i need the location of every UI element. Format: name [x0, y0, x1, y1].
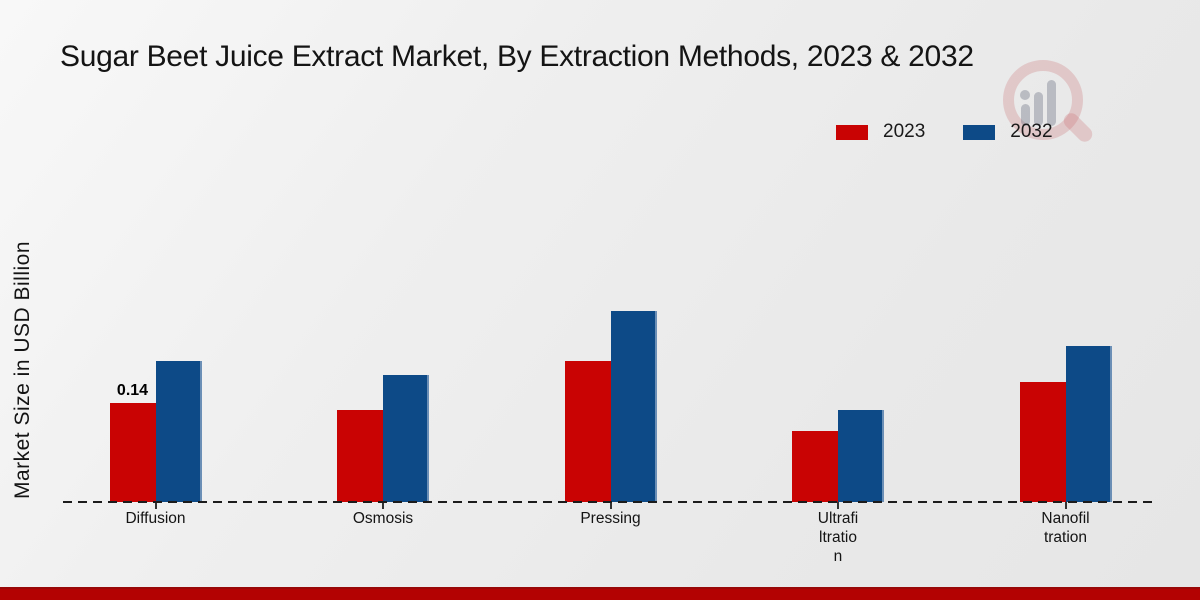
legend-item-2032: 2032 [963, 121, 1053, 143]
watermark-dot-icon [1020, 90, 1030, 100]
legend-swatch-2032 [963, 124, 996, 140]
legend-label-2032: 2032 [1010, 121, 1053, 142]
category-label-ultrafiltration: Ultrafi ltratio n [817, 510, 859, 565]
bar-2032-nanofiltration [1065, 346, 1112, 502]
watermark-bar-icon [1047, 80, 1056, 126]
legend: 2023 2032 [836, 121, 1053, 143]
bar-2032-diffusion [155, 361, 202, 502]
category-label-pressing: Pressing [580, 510, 641, 527]
bar-value-label: 0.14 [116, 382, 149, 399]
bar-2032-ultrafiltration [838, 410, 884, 502]
legend-item-2023: 2023 [836, 121, 925, 143]
x-axis-tick [609, 502, 612, 509]
bar-2032-pressing [610, 311, 657, 502]
chart-title: Sugar Beet Juice Extract Market, By Extr… [60, 40, 974, 73]
x-axis-tick [382, 502, 384, 509]
legend-label-2023: 2023 [883, 121, 926, 142]
x-axis-tick [1064, 502, 1067, 509]
y-axis-label: Market Size in USD Billion [11, 240, 34, 500]
magnifier-handle-icon [1060, 110, 1096, 145]
bar-2023-osmosis [337, 410, 383, 502]
x-axis-tick [154, 502, 157, 509]
bar-2023-nanofiltration [1019, 382, 1066, 502]
x-axis-tick [837, 502, 839, 509]
bottom-accent-stripe [0, 587, 1200, 600]
bar-2023-ultrafiltration [792, 431, 838, 502]
category-label-nanofiltration: Nanofil tration [1041, 510, 1090, 546]
x-axis-baseline [63, 501, 1157, 503]
category-label-osmosis: Osmosis [352, 510, 414, 527]
legend-swatch-2023 [836, 124, 868, 140]
bar-2023-diffusion [109, 403, 156, 502]
bar-2023-pressing [564, 361, 611, 502]
category-label-diffusion: Diffusion [125, 510, 186, 527]
bar-2032-osmosis [383, 375, 429, 502]
